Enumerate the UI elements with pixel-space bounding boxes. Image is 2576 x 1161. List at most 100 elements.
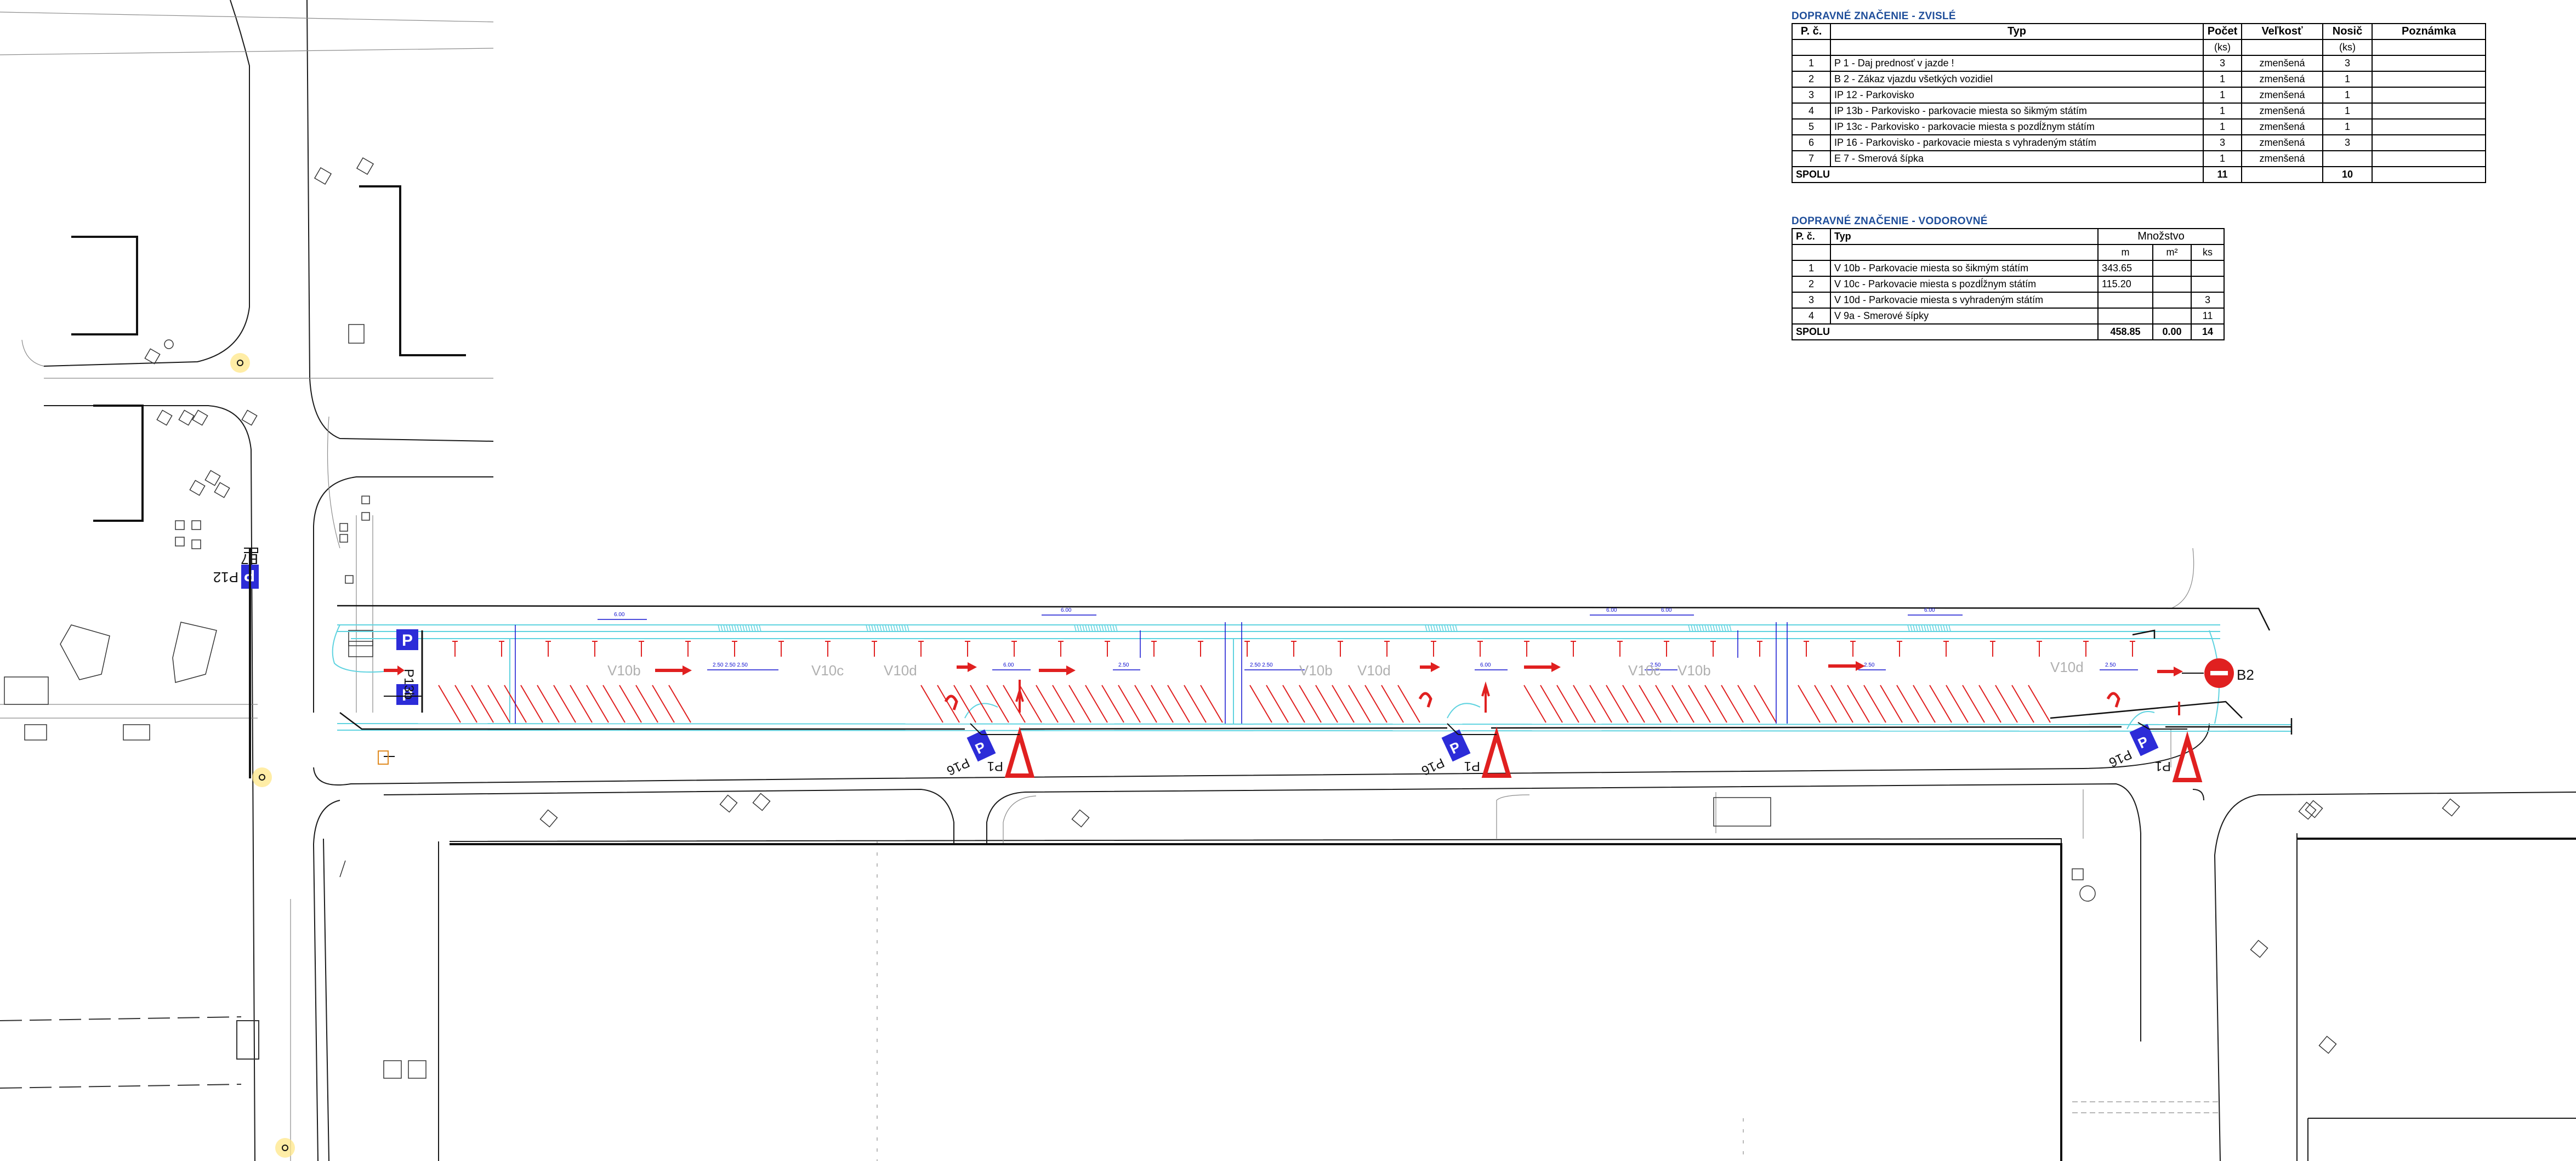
label-p16: P16	[945, 755, 972, 778]
svg-text:2.50: 2.50	[2105, 662, 2116, 668]
table-row: 5 IP 13c - Parkovisko - parkovacie miesta…	[1792, 118, 2486, 135]
label-p16: P16	[2107, 747, 2134, 770]
label-p16: P16	[1419, 755, 1447, 778]
total-carrier: 10	[2322, 166, 2373, 183]
col-header: Nosič	[2322, 23, 2373, 40]
background-lines	[0, 12, 2220, 1161]
site-objects	[4, 157, 2460, 1079]
table-row: 6 IP 16 - Parkovisko - parkovacie miesta …	[1792, 134, 2486, 151]
label-p1: P1	[1464, 759, 1480, 773]
label-p1: P1	[2155, 759, 2171, 773]
total-label: SPOLU	[1792, 166, 2204, 183]
label-p12: P12	[213, 569, 238, 585]
sign-size: zmenšená	[2241, 103, 2323, 119]
dimension-lines: 6.00 6.00 6.00 6.00 6.00 2.50 2.50 2.50 …	[515, 607, 2138, 724]
sign-type: E 7 - Smerová šípka	[1830, 150, 2204, 167]
sign-carrier: 1	[2322, 87, 2373, 104]
marking-label: V10b	[607, 662, 641, 679]
row-number: 1	[1792, 260, 1831, 277]
horizontal-signs-panel: DOPRAVNÉ ZNAČENIE - VODOROVNÉ P. č. Typ …	[1792, 215, 2225, 340]
sign-carrier	[2322, 150, 2373, 167]
sign-note	[2372, 103, 2486, 119]
row-number: 2	[1792, 276, 1831, 293]
sign-size: zmenšená	[2241, 134, 2323, 151]
svg-text:P: P	[402, 686, 413, 704]
parking-road-edges	[337, 605, 2293, 735]
sign-size: zmenšená	[2241, 55, 2323, 72]
row-number: 1	[1792, 55, 1831, 72]
marking-m	[2097, 308, 2153, 325]
marking-label: V10d	[2050, 659, 2084, 675]
marking-label: V10c	[1628, 662, 1661, 679]
marking-m2	[2152, 276, 2192, 293]
table-header-row: P. č. Typ Počet Veľkosť Nosič Poznámka	[1792, 23, 2486, 40]
sign-type: IP 12 - Parkovisko	[1830, 87, 2204, 104]
col-header: Veľkosť	[2241, 23, 2323, 40]
buildings	[71, 185, 2576, 1161]
col-header: P. č.	[1792, 23, 1831, 40]
label-e7: E7	[241, 551, 258, 567]
marking-m2	[2152, 292, 2192, 309]
marking-label: V10b	[1677, 662, 1711, 679]
unit-cell	[2372, 39, 2486, 56]
dashed-lines	[0, 1016, 259, 1089]
svg-text:6.00: 6.00	[1661, 607, 1672, 613]
row-number: 2	[1792, 71, 1831, 88]
sign-type: P 1 - Daj prednosť v jazde !	[1830, 55, 2204, 72]
table-units-row: (ks) (ks)	[1792, 39, 2486, 56]
col-header: Množstvo	[2097, 228, 2225, 245]
svg-text:6.00: 6.00	[614, 612, 625, 618]
sign-count: 1	[2203, 118, 2242, 135]
marking-m: 115.20	[2097, 276, 2153, 293]
svg-text:6.00: 6.00	[1924, 607, 1935, 613]
unit-cell: m²	[2152, 244, 2192, 261]
sign-size: zmenšená	[2241, 150, 2323, 167]
label-ip13b: P13b	[401, 669, 416, 699]
sign-type: IP 13b - Parkovisko - parkovacie miesta …	[1830, 103, 2204, 119]
row-number: 3	[1792, 292, 1831, 309]
longitudinal-parking-marks	[452, 641, 2135, 657]
sign-type: B 2 - Zákaz vjazdu všetkých vozidiel	[1830, 71, 2204, 88]
sign-count: 1	[2203, 103, 2242, 119]
marking-label: V10d	[1357, 662, 1391, 679]
row-number: 4	[1792, 103, 1831, 119]
sign-b2: B2	[2182, 658, 2254, 688]
col-header: P. č.	[1792, 228, 1831, 245]
sign-carrier: 1	[2322, 71, 2373, 88]
street-lamps	[230, 353, 295, 1158]
sign-carrier: 3	[2322, 134, 2373, 151]
horizontal-signs-title: DOPRAVNÉ ZNAČENIE - VODOROVNÉ	[1792, 215, 1988, 227]
unit-cell	[1792, 39, 1831, 56]
table-total-row: SPOLU 11 10	[1792, 166, 2486, 183]
sign-carrier: 1	[2322, 103, 2373, 119]
marking-ks	[2191, 276, 2225, 293]
sign-note	[2372, 118, 2486, 135]
svg-text:2.50: 2.50	[1118, 662, 1129, 668]
sign-group-1: P P16 P1	[945, 723, 1035, 778]
sign-carrier: 1	[2322, 118, 2373, 135]
marking-m	[2097, 292, 2153, 309]
table-row: 4 IP 13b - Parkovisko - parkovacie miesta…	[1792, 103, 2486, 119]
sign-note	[2372, 134, 2486, 151]
svg-text:P: P	[402, 631, 413, 650]
parking-hatch	[438, 685, 2051, 723]
sign-count: 3	[2203, 134, 2242, 151]
total-m2: 0.00	[2152, 323, 2192, 340]
direction-arrows	[655, 661, 2183, 715]
svg-text:2.50 2.50: 2.50 2.50	[1250, 662, 1273, 668]
sign-carrier: 3	[2322, 55, 2373, 72]
sign-count: 1	[2203, 87, 2242, 104]
unit-cell	[1830, 39, 2204, 56]
marking-type: V 9a - Smerové šípky	[1830, 308, 2099, 325]
vertical-signs-panel: DOPRAVNÉ ZNAČENIE - ZVISLÉ P. č. Typ Poč…	[1792, 10, 2486, 183]
marking-label: V10b	[1299, 662, 1333, 679]
table-units-row: m m² ks	[1792, 244, 2225, 261]
table-total-row: SPOLU 458.85 0.00 14	[1792, 323, 2225, 340]
label-p1: P1	[987, 759, 1003, 773]
sign-count: 1	[2203, 71, 2242, 88]
